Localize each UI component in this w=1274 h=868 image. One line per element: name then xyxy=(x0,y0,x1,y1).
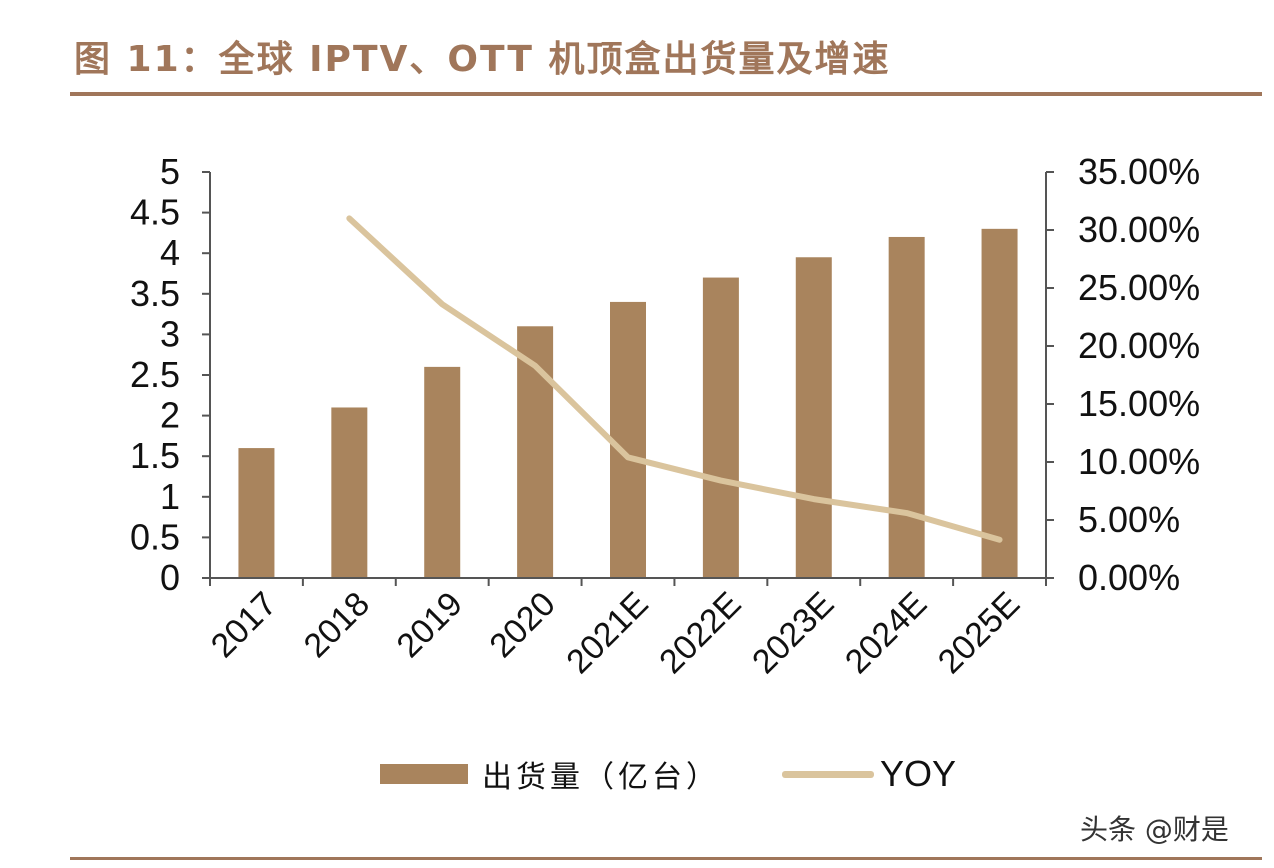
legend-label-shipments: 出货量（亿台） xyxy=(482,760,720,795)
category-label-2019: 2019 xyxy=(390,585,470,665)
left-tick-label: 2 xyxy=(160,395,180,436)
bar-2019 xyxy=(424,366,461,578)
legend-label-yoy: YOY xyxy=(880,753,957,794)
legend: 出货量（亿台） YOY xyxy=(380,752,956,796)
title-divider xyxy=(70,92,1262,96)
figure-title: 图 11：全球 IPTV、OTT 机顶盒出货量及增速 xyxy=(74,39,891,80)
bar-2025E xyxy=(981,228,1018,578)
legend-item-shipments: 出货量（亿台） xyxy=(380,752,782,796)
bar-2021E xyxy=(610,301,646,578)
watermark: 头条 @财是 xyxy=(1080,813,1229,846)
right-tick-label: 35.00% xyxy=(1078,151,1200,192)
left-tick-label: 3.5 xyxy=(130,273,180,314)
left-tick-label: 4 xyxy=(160,232,180,273)
bar-series xyxy=(238,228,1018,578)
yoy-line-series xyxy=(346,215,1003,543)
right-tick-label: 5.00% xyxy=(1078,499,1180,540)
category-label-2020: 2020 xyxy=(482,585,562,665)
legend-item-yoy: YOY xyxy=(782,753,956,795)
right-tick-label: 10.00% xyxy=(1078,441,1200,482)
left-tick-label: 1 xyxy=(160,476,180,517)
yoy-line xyxy=(346,215,1003,543)
bar-2022E xyxy=(702,277,739,578)
category-label-2021E: 2021E xyxy=(559,585,655,681)
left-tick-label: 0 xyxy=(160,557,180,598)
bar-2018 xyxy=(331,407,368,578)
left-tick-label: 2.5 xyxy=(130,354,180,395)
right-tick-label: 30.00% xyxy=(1078,209,1200,250)
left-tick-label: 3 xyxy=(160,313,180,354)
category-label-2018: 2018 xyxy=(297,585,377,665)
category-label-2024E: 2024E xyxy=(838,585,934,681)
left-axis-ticks: 00.511.522.533.544.55 xyxy=(130,151,210,598)
right-tick-label: 25.00% xyxy=(1078,267,1200,308)
right-tick-label: 15.00% xyxy=(1078,383,1200,424)
left-tick-label: 1.5 xyxy=(130,435,180,476)
legend-swatch-bar xyxy=(380,764,468,784)
left-tick-label: 4.5 xyxy=(130,192,180,233)
left-tick-label: 0.5 xyxy=(130,516,180,557)
right-tick-label: 0.00% xyxy=(1078,557,1180,598)
bar-2024E xyxy=(888,236,925,578)
category-label-2022E: 2022E xyxy=(652,585,748,681)
category-axis-labels: 2017 2018 2019 20202021E2022E2023E2024E2025… xyxy=(204,585,1027,681)
category-label-2023E: 2023E xyxy=(745,585,841,681)
right-axis-ticks: 0.00% 5.00% 10.00% 15.00% 20.00% 25.00% 30.00%… xyxy=(1046,151,1200,598)
right-tick-label: 20.00% xyxy=(1078,325,1200,366)
bar-2023E xyxy=(795,257,832,578)
legend-swatch-line xyxy=(782,770,874,778)
bottom-divider xyxy=(70,857,1262,860)
category-label-2025E: 2025E xyxy=(931,585,1027,681)
left-tick-label: 5 xyxy=(160,151,180,192)
bar-2017 xyxy=(238,448,275,578)
category-label-2017: 2017 xyxy=(204,585,284,665)
